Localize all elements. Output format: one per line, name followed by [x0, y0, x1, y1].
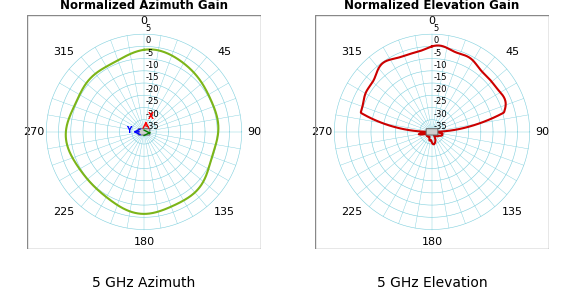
- Text: -20: -20: [146, 85, 159, 94]
- Text: 90: 90: [535, 127, 550, 137]
- Text: -20: -20: [434, 85, 447, 94]
- Bar: [315, 15, 549, 249]
- Text: 315: 315: [54, 47, 74, 57]
- Text: 225: 225: [54, 207, 74, 217]
- Text: -30: -30: [434, 110, 447, 119]
- Text: -15: -15: [434, 73, 447, 82]
- Title: Normalized Azimuth Gain: Normalized Azimuth Gain: [60, 0, 228, 12]
- Text: -5: -5: [434, 49, 442, 58]
- Text: -10: -10: [146, 61, 159, 70]
- Text: 5 GHz Azimuth: 5 GHz Azimuth: [92, 276, 196, 290]
- Text: 315: 315: [342, 47, 362, 57]
- Text: -10: -10: [434, 61, 447, 70]
- Text: 135: 135: [502, 207, 522, 217]
- Title: Normalized Elevation Gain: Normalized Elevation Gain: [344, 0, 520, 12]
- Text: 135: 135: [214, 207, 234, 217]
- FancyBboxPatch shape: [138, 129, 150, 135]
- Text: 270: 270: [311, 127, 332, 137]
- Text: 0: 0: [141, 16, 147, 26]
- Text: 180: 180: [134, 237, 154, 247]
- FancyBboxPatch shape: [426, 129, 438, 135]
- Text: -25: -25: [146, 98, 159, 106]
- Text: 5: 5: [434, 24, 439, 33]
- Text: -25: -25: [434, 98, 447, 106]
- Text: 45: 45: [217, 47, 231, 57]
- Bar: [27, 15, 261, 249]
- Text: Y: Y: [126, 126, 131, 135]
- Text: -15: -15: [146, 73, 159, 82]
- Text: X: X: [148, 112, 154, 121]
- Text: 45: 45: [505, 47, 519, 57]
- Text: -30: -30: [146, 110, 159, 119]
- Text: 0: 0: [434, 36, 439, 45]
- Text: 180: 180: [422, 237, 442, 247]
- Text: 0: 0: [429, 16, 435, 26]
- Text: 5 GHz Elevation: 5 GHz Elevation: [377, 276, 487, 290]
- Text: 90: 90: [247, 127, 262, 137]
- Text: -5: -5: [146, 49, 154, 58]
- Text: -35: -35: [434, 122, 447, 131]
- Text: 5: 5: [146, 24, 151, 33]
- Text: 270: 270: [23, 127, 44, 137]
- Text: 0: 0: [146, 36, 151, 45]
- Text: -35: -35: [146, 122, 159, 131]
- Text: 225: 225: [342, 207, 362, 217]
